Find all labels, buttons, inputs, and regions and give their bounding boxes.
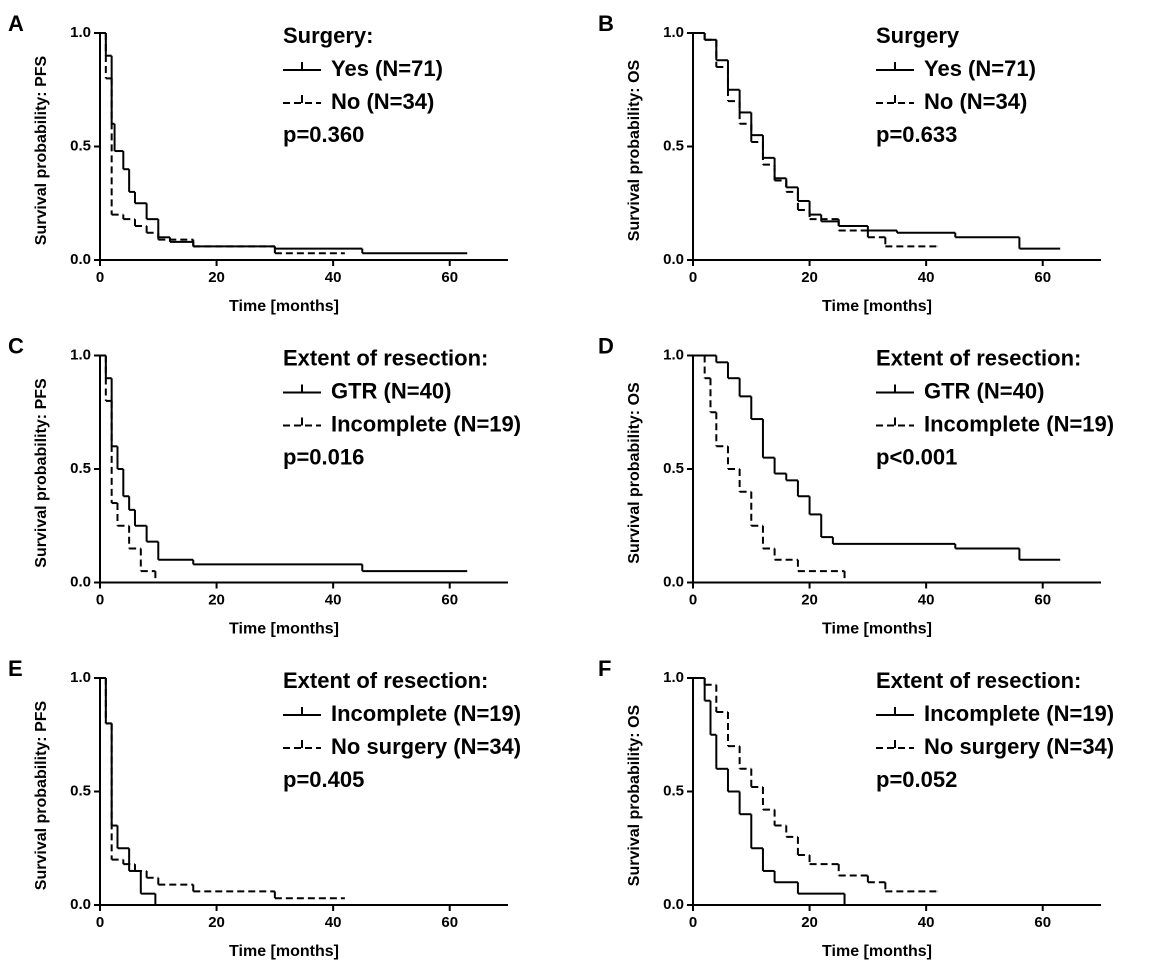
- panel-label: B: [598, 11, 614, 36]
- legend-title: Extent of resection:: [283, 345, 488, 370]
- x-tick-label: 20: [208, 914, 225, 931]
- p-value: p=0.016: [283, 444, 364, 469]
- legend-label: GTR (N=40): [924, 378, 1044, 403]
- y-axis-label: Survival probability: PFS: [33, 700, 50, 890]
- x-tick-label: 20: [208, 591, 225, 608]
- x-tick-label: 20: [801, 269, 818, 286]
- x-tick-label: 60: [441, 591, 458, 608]
- y-tick-label: 1.0: [663, 669, 684, 686]
- x-tick-label: 60: [441, 914, 458, 931]
- x-tick-label: 0: [689, 914, 697, 931]
- legend-label: Incomplete (N=19): [924, 411, 1114, 436]
- y-tick-label: 0.0: [663, 573, 684, 590]
- y-axis-label: Survival probability: PFS: [33, 378, 50, 568]
- y-tick-label: 1.0: [663, 24, 684, 41]
- panel-label: D: [598, 333, 614, 358]
- x-tick-label: 60: [441, 269, 458, 286]
- y-tick-label: 0.5: [663, 460, 684, 477]
- legend-title: Extent of resection:: [283, 668, 488, 693]
- y-tick-label: 1.0: [70, 346, 91, 363]
- legend-title: Surgery:: [283, 23, 373, 48]
- legend-title: Extent of resection:: [876, 668, 1081, 693]
- x-tick-label: 40: [325, 914, 342, 931]
- p-value: p=0.360: [283, 122, 364, 147]
- x-tick-label: 0: [96, 269, 104, 286]
- y-tick-label: 0.0: [663, 251, 684, 268]
- x-tick-label: 0: [689, 269, 697, 286]
- x-axis-label: Time [months]: [229, 298, 339, 315]
- legend-label: Yes (N=71): [924, 56, 1036, 81]
- x-tick-label: 40: [325, 591, 342, 608]
- y-tick-label: 0.5: [70, 782, 91, 799]
- x-axis-label: Time [months]: [229, 943, 339, 960]
- panel-label: F: [598, 656, 611, 681]
- legend-title: Surgery: [876, 23, 960, 48]
- x-tick-label: 40: [918, 591, 935, 608]
- panel-label: C: [8, 333, 24, 358]
- x-axis-label: Time [months]: [822, 943, 932, 960]
- x-tick-label: 0: [96, 914, 104, 931]
- legend-label: Incomplete (N=19): [331, 701, 521, 726]
- x-tick-label: 20: [208, 269, 225, 286]
- y-axis-label: Survival probability: PFS: [33, 55, 50, 245]
- legend-label: No surgery (N=34): [924, 734, 1114, 759]
- y-tick-label: 0.0: [70, 573, 91, 590]
- y-axis-label: Survival probability: OS: [626, 382, 643, 564]
- legend-label: Yes (N=71): [331, 56, 443, 81]
- legend-label: Incomplete (N=19): [924, 701, 1114, 726]
- x-tick-label: 40: [918, 269, 935, 286]
- legend-label: No (N=34): [924, 89, 1027, 114]
- x-tick-label: 0: [96, 591, 104, 608]
- legend-title: Extent of resection:: [876, 345, 1081, 370]
- legend-label: Incomplete (N=19): [331, 411, 521, 436]
- x-tick-label: 20: [801, 591, 818, 608]
- x-axis-label: Time [months]: [822, 298, 932, 315]
- legend-label: GTR (N=40): [331, 378, 451, 403]
- p-value: p=0.633: [876, 122, 957, 147]
- x-axis-label: Time [months]: [229, 621, 339, 638]
- x-tick-label: 0: [689, 591, 697, 608]
- panel-label: E: [8, 656, 23, 681]
- p-value: p<0.001: [876, 444, 957, 469]
- y-axis-label: Survival probability: OS: [626, 59, 643, 241]
- y-tick-label: 0.0: [70, 251, 91, 268]
- y-tick-label: 0.5: [70, 137, 91, 154]
- y-tick-label: 0.0: [70, 896, 91, 913]
- x-tick-label: 60: [1034, 914, 1051, 931]
- x-tick-label: 40: [918, 914, 935, 931]
- x-tick-label: 20: [801, 914, 818, 931]
- x-axis-label: Time [months]: [822, 621, 932, 638]
- y-axis-label: Survival probability: OS: [626, 704, 643, 886]
- y-tick-label: 0.0: [663, 896, 684, 913]
- y-tick-label: 1.0: [70, 24, 91, 41]
- y-tick-label: 1.0: [663, 346, 684, 363]
- legend-label: No surgery (N=34): [331, 734, 521, 759]
- y-tick-label: 0.5: [663, 137, 684, 154]
- legend-label: No (N=34): [331, 89, 434, 114]
- x-tick-label: 60: [1034, 269, 1051, 286]
- y-tick-label: 1.0: [70, 669, 91, 686]
- panel-label: A: [8, 11, 24, 36]
- y-tick-label: 0.5: [663, 782, 684, 799]
- x-tick-label: 60: [1034, 591, 1051, 608]
- y-tick-label: 0.5: [70, 460, 91, 477]
- p-value: p=0.405: [283, 767, 364, 792]
- x-tick-label: 40: [325, 269, 342, 286]
- p-value: p=0.052: [876, 767, 957, 792]
